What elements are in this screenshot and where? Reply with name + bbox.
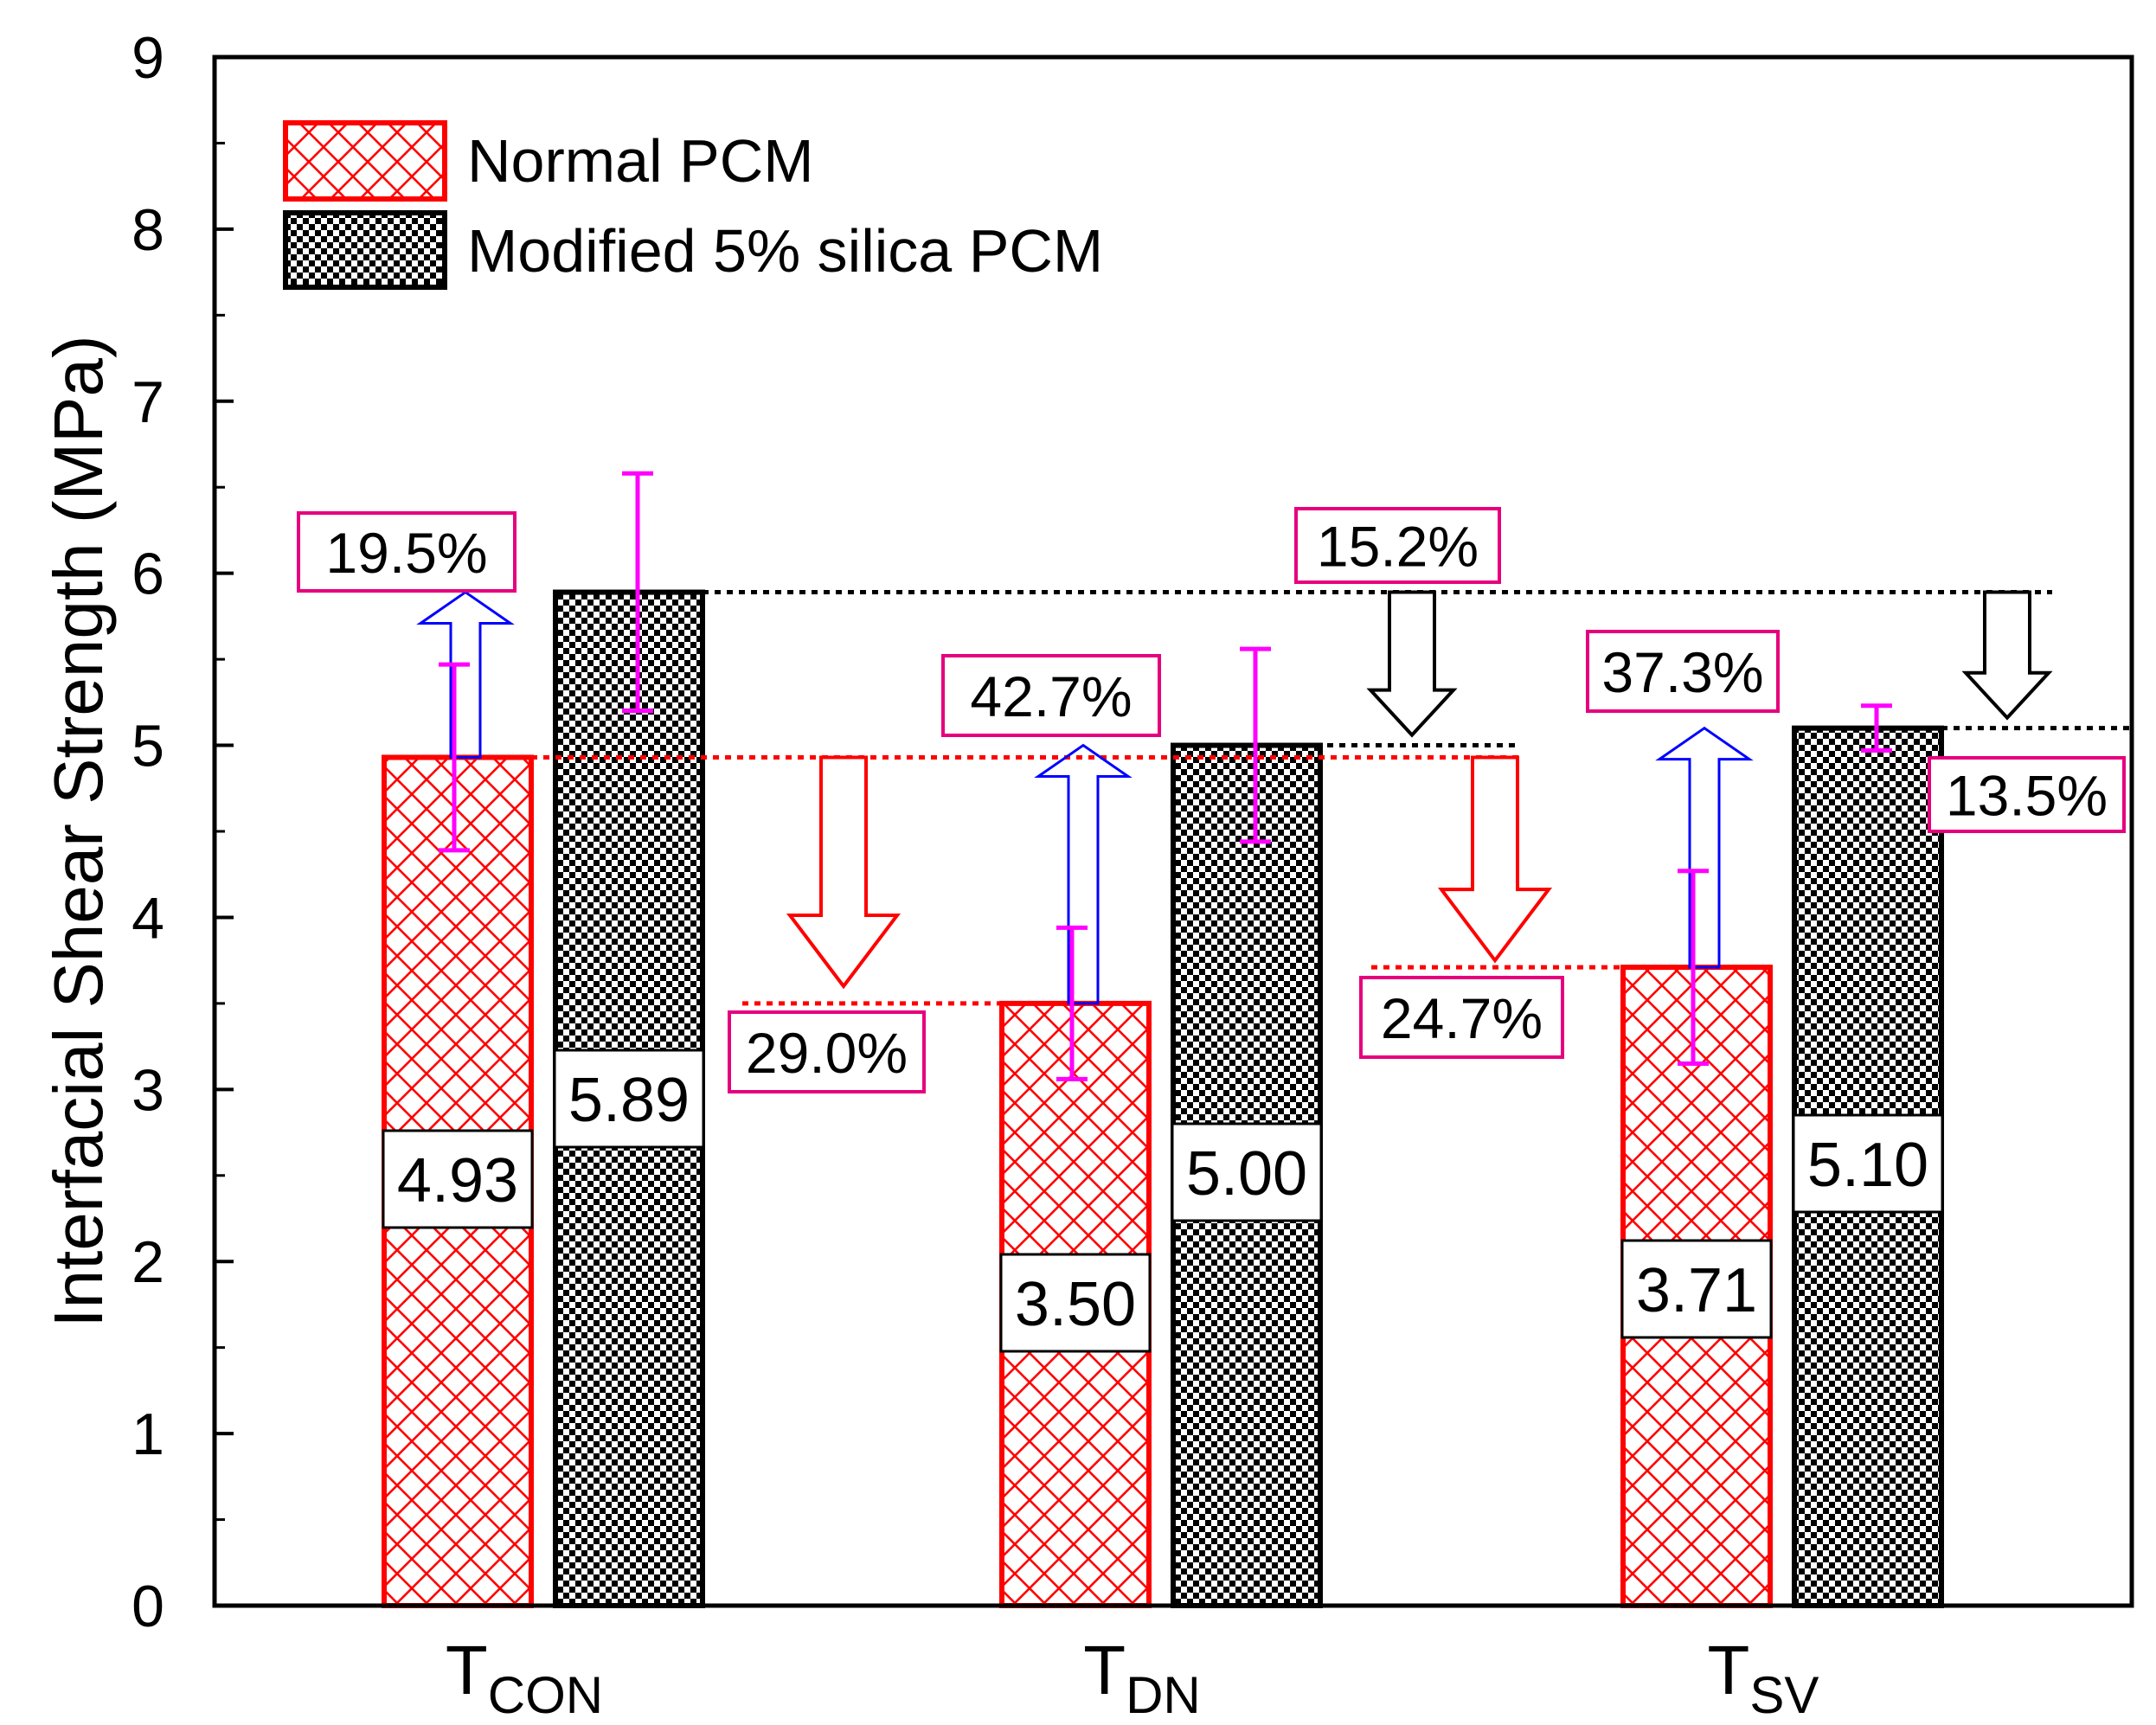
percent-label-box (941, 654, 1161, 737)
legend-swatch-normal-pcm (283, 120, 447, 202)
decrease-arrow-modified-sv (1961, 590, 2053, 721)
decrease-arrow-normal-sv (1437, 755, 1553, 964)
percent-labels-layer: 19.5% 42.7% 37.3% 29.0% 24.7% 15.2% 13.5% (297, 507, 2126, 1093)
value-label-modified-pcm: 5.89 (568, 1066, 690, 1135)
percent-label-box (1359, 976, 1564, 1059)
decrease-arrow-normal-dn (786, 755, 902, 990)
y-tick-label: 4 (132, 885, 164, 951)
x-tick-label: TSV (1708, 1632, 1819, 1724)
percent-label-box (297, 511, 517, 593)
x-tick-label: TDN (1083, 1632, 1201, 1724)
y-tick-label: 2 (132, 1229, 164, 1295)
legend-swatch-modified-pcm (283, 210, 447, 290)
value-label-normal-pcm: 4.93 (397, 1146, 518, 1215)
value-label-box (999, 1253, 1152, 1353)
percent-label-box (1294, 507, 1501, 584)
value-label-box (553, 1048, 705, 1149)
value-label-normal-pcm: 3.71 (1636, 1256, 1757, 1325)
reference-lines-layer (531, 590, 2132, 1006)
x-tick-subscript: SV (1749, 1666, 1819, 1724)
increase-arrow (416, 590, 515, 759)
y-tick-label: 0 (132, 1574, 164, 1639)
value-label-box (1620, 1239, 1773, 1339)
y-tick-label: 1 (132, 1401, 164, 1467)
change-arrows-layer (416, 590, 2053, 1005)
percent-label-box (1586, 630, 1780, 713)
increase-arrow (1034, 743, 1133, 1005)
legend-label-modified-pcm: Modified 5% silica PCM (467, 217, 1103, 285)
value-labels-layer: 4.93 3.50 3.71 5.89 5.00 5.10 (382, 1048, 1944, 1353)
percent-label-decrease: 29.0% (746, 1021, 908, 1085)
y-axis-ticks: 0 1 2 3 4 5 6 7 8 9 (132, 25, 234, 1639)
y-tick-label: 3 (132, 1057, 164, 1123)
legend-label-normal-pcm: Normal PCM (467, 127, 814, 195)
value-label-normal-pcm: 3.50 (1015, 1270, 1136, 1339)
percent-label-decrease: 24.7% (1381, 986, 1543, 1050)
percent-label-decrease: 15.2% (1317, 515, 1479, 579)
percent-label-box (728, 1010, 926, 1093)
percent-label-increase: 19.5% (325, 521, 487, 585)
value-label-modified-pcm: 5.00 (1186, 1139, 1307, 1209)
decrease-arrow-modified-dn (1366, 590, 1458, 738)
x-tick-subscript: CON (488, 1666, 603, 1724)
percent-label-increase: 42.7% (970, 664, 1132, 728)
error-bars-layer (439, 471, 1892, 1081)
y-tick-label: 5 (132, 714, 164, 779)
x-tick-subscript: DN (1126, 1666, 1201, 1724)
y-tick-label: 7 (132, 369, 164, 435)
y-tick-label: 9 (132, 25, 164, 91)
increase-arrow (1655, 726, 1754, 969)
percent-label-decrease: 13.5% (1946, 764, 2108, 828)
value-label-box (1792, 1113, 1944, 1214)
x-tick-label: TCON (446, 1632, 603, 1724)
y-tick-label: 8 (132, 197, 164, 263)
value-label-box (382, 1129, 534, 1229)
value-label-box (1171, 1122, 1323, 1222)
y-axis-title: Interfacial Shear Strength (MPa) (40, 335, 117, 1327)
y-tick-label: 6 (132, 542, 164, 607)
percent-label-box (1928, 756, 2126, 833)
x-axis-labels: TCON TDN TSV (446, 1632, 1819, 1724)
value-label-modified-pcm: 5.10 (1807, 1131, 1928, 1200)
legend: Normal PCM Modified 5% silica PCM (283, 120, 1103, 290)
percent-label-increase: 37.3% (1601, 640, 1763, 704)
